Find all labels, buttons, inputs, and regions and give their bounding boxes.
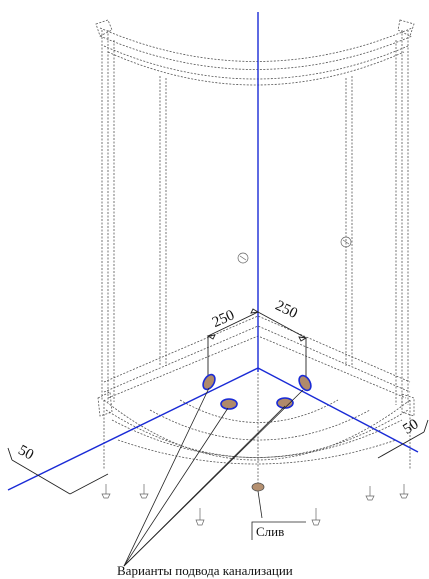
dimension-left-edge: 50 bbox=[15, 442, 36, 463]
connection-point-left-floor bbox=[220, 398, 238, 410]
dimension-right-offset: 250 bbox=[273, 298, 300, 322]
dimension-50-left bbox=[7, 447, 109, 495]
connection-point-right-wall bbox=[298, 374, 312, 392]
dimension-left-offset: 250 bbox=[210, 307, 237, 331]
drain-label-box: Слив bbox=[251, 521, 306, 540]
drain-label: Слив bbox=[256, 524, 284, 539]
sewer-connection-caption: Варианты подвода канализации bbox=[117, 563, 293, 578]
drain-hole bbox=[251, 482, 265, 492]
sewer-connection-points bbox=[202, 373, 312, 492]
connection-point-left-wall bbox=[202, 373, 216, 391]
tray-legs bbox=[101, 484, 409, 526]
axes bbox=[7, 12, 419, 491]
dimension-right-edge: 50 bbox=[400, 416, 421, 438]
caption-leaders bbox=[123, 387, 304, 567]
dimension-50-right bbox=[377, 419, 429, 459]
left-axis bbox=[7, 367, 259, 491]
drain-leader bbox=[257, 490, 263, 519]
dimension-250-right bbox=[257, 311, 308, 378]
right-axis bbox=[257, 367, 419, 453]
cabin-wireframe bbox=[95, 19, 415, 526]
dimension-250-left bbox=[206, 308, 260, 378]
